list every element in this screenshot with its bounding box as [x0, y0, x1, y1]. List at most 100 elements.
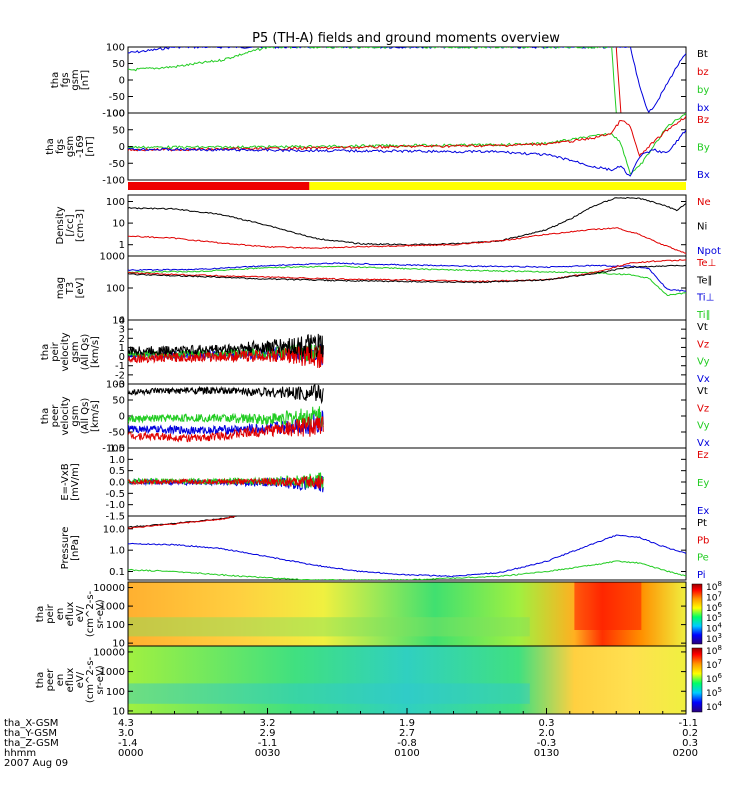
- panel-2: [128, 182, 686, 190]
- y-axis-label: thapeervelocitygsm(All Qs)[km/s]: [40, 396, 101, 435]
- y-tick-label: 0.0: [109, 478, 125, 489]
- legend-entry: Ti⊥: [696, 293, 714, 304]
- panel-7: 1.51.00.50.0-0.5-1.0-1.5 E=-VxB[mV/m] Ez Ey…: [60, 444, 709, 523]
- y-tick-label: -50: [109, 159, 125, 170]
- series-line-black: [128, 333, 324, 359]
- legend-entry: Vx: [697, 438, 710, 449]
- y-tick-label: -50: [109, 428, 125, 439]
- legend-entry: Vy: [697, 357, 710, 368]
- y-tick-label: -100: [102, 109, 125, 120]
- series-line-red: [128, 259, 686, 283]
- y-tick-label: -3: [115, 380, 125, 391]
- legend-entry: Pt: [697, 518, 707, 529]
- legend-entry: Pi: [697, 570, 706, 581]
- y-tick-label: -2: [115, 370, 125, 381]
- y-tick-label: 1: [119, 240, 125, 251]
- ephemeris-value: 2.9: [260, 728, 276, 739]
- y-tick-label: 100: [106, 620, 125, 631]
- y-tick-label: 10: [112, 639, 125, 650]
- y-tick-label: 1000: [100, 602, 125, 613]
- legend-entry: Vx: [697, 374, 710, 385]
- y-axis-label: thafgsgsm[nT]: [50, 69, 91, 90]
- series-line-blue: [128, 534, 686, 578]
- series-line-green: [128, 406, 324, 428]
- legend-entry: Te∥: [696, 275, 713, 286]
- colorbar: [691, 647, 703, 713]
- legend-entry: Vt: [697, 386, 708, 397]
- legend-entry: Ex: [697, 506, 709, 517]
- legend-entry: Vy: [697, 421, 710, 432]
- spectrogram-band: [128, 683, 530, 704]
- series-line-blue: [128, 129, 686, 177]
- y-tick-label: 1: [119, 343, 125, 354]
- panel-frame: [127, 194, 687, 257]
- legend-entry: Te⊥: [696, 258, 716, 269]
- spectrogram-hotspot: [574, 582, 642, 630]
- x-tick-label: 0000: [118, 748, 143, 759]
- y-tick-label: 10: [112, 706, 125, 717]
- x-tick-label: 0030: [255, 748, 280, 759]
- colorbar-tick-label: 105: [706, 686, 722, 699]
- legend-entry: bz: [697, 67, 709, 78]
- colorbar-tick-label: 104: [706, 700, 722, 713]
- y-tick-label: 50: [112, 59, 125, 70]
- legend-entry: Pb: [697, 535, 709, 546]
- ephemeris-row-label: tha_Z-GSM: [4, 738, 59, 749]
- y-axis-label: Pressure[nPa]: [60, 527, 81, 570]
- y-tick-label: 10: [112, 219, 125, 230]
- legend-entry: Vz: [697, 403, 709, 414]
- legend-entry: Bz: [697, 115, 709, 126]
- legend-entry: Bt: [697, 49, 708, 60]
- y-tick-label: 10.0: [103, 524, 125, 535]
- y-tick-label: -1.5: [105, 512, 125, 523]
- legend-entry: Vz: [697, 339, 709, 350]
- y-tick-label: 100: [106, 284, 125, 295]
- y-tick-label: 1000: [100, 252, 125, 263]
- legend-entry: Ti∥: [696, 310, 711, 321]
- y-tick-label: -100: [102, 444, 125, 455]
- legend-entry: Ez: [697, 450, 709, 461]
- panel-frame: [127, 319, 687, 385]
- series-line-green: [128, 265, 686, 297]
- x-axis-ephemeris: tha_X-GSM 4.3 3.2 1.9 0.3 -1.1 tha_Y-GSM 3.0 2.9…: [4, 708, 698, 759]
- legend-entry: bx: [697, 103, 709, 114]
- y-tick-label: -1: [115, 361, 125, 372]
- series-line-red: [128, 416, 324, 443]
- y-tick-label: 0: [119, 142, 125, 153]
- legend-entry: by: [697, 85, 709, 96]
- ephemeris-value: 3.0: [118, 728, 134, 739]
- ephemeris-value: 0.3: [539, 718, 555, 729]
- date-label: 2007 Aug 09: [4, 758, 68, 769]
- series-line-black: [128, 516, 240, 528]
- y-tick-label: -0.5: [105, 489, 125, 500]
- series-line-green: [128, 47, 617, 113]
- y-tick-label: 4: [119, 316, 125, 327]
- ephemeris-value: -1.1: [678, 718, 698, 729]
- y-tick-label: 100: [106, 43, 125, 54]
- mode-bar-segment: [128, 182, 310, 190]
- y-tick-label: -100: [102, 176, 125, 187]
- series-line-black: [128, 196, 686, 246]
- legend-entry: By: [697, 143, 710, 154]
- ephemeris-row-label: tha_X-GSM: [4, 718, 58, 729]
- ephemeris-value: 2.7: [399, 728, 415, 739]
- legend-entry: Pe: [697, 553, 709, 564]
- y-axis-label: thapeirvelocitygsm(All Qs)[km/s]: [40, 332, 101, 371]
- ephemeris-value: 1.9: [399, 718, 415, 729]
- panel-9: 10810710610510410310000100010010thapeire…: [35, 580, 722, 650]
- y-tick-label: 2: [119, 334, 125, 345]
- series-line-green: [128, 113, 686, 175]
- series-line-green: [128, 560, 686, 580]
- y-tick-label: 0.5: [109, 466, 125, 477]
- y-tick-label: 1.0: [109, 455, 125, 466]
- y-tick-label: 3: [119, 325, 125, 336]
- y-tick-label: 0.1: [109, 567, 125, 578]
- spectrogram-image: [128, 646, 686, 714]
- series-line-red: [128, 516, 236, 529]
- panel-8: 10.0 1.0 0.1 Pressure[nPa] Pt Pb Pe Pi: [60, 515, 709, 581]
